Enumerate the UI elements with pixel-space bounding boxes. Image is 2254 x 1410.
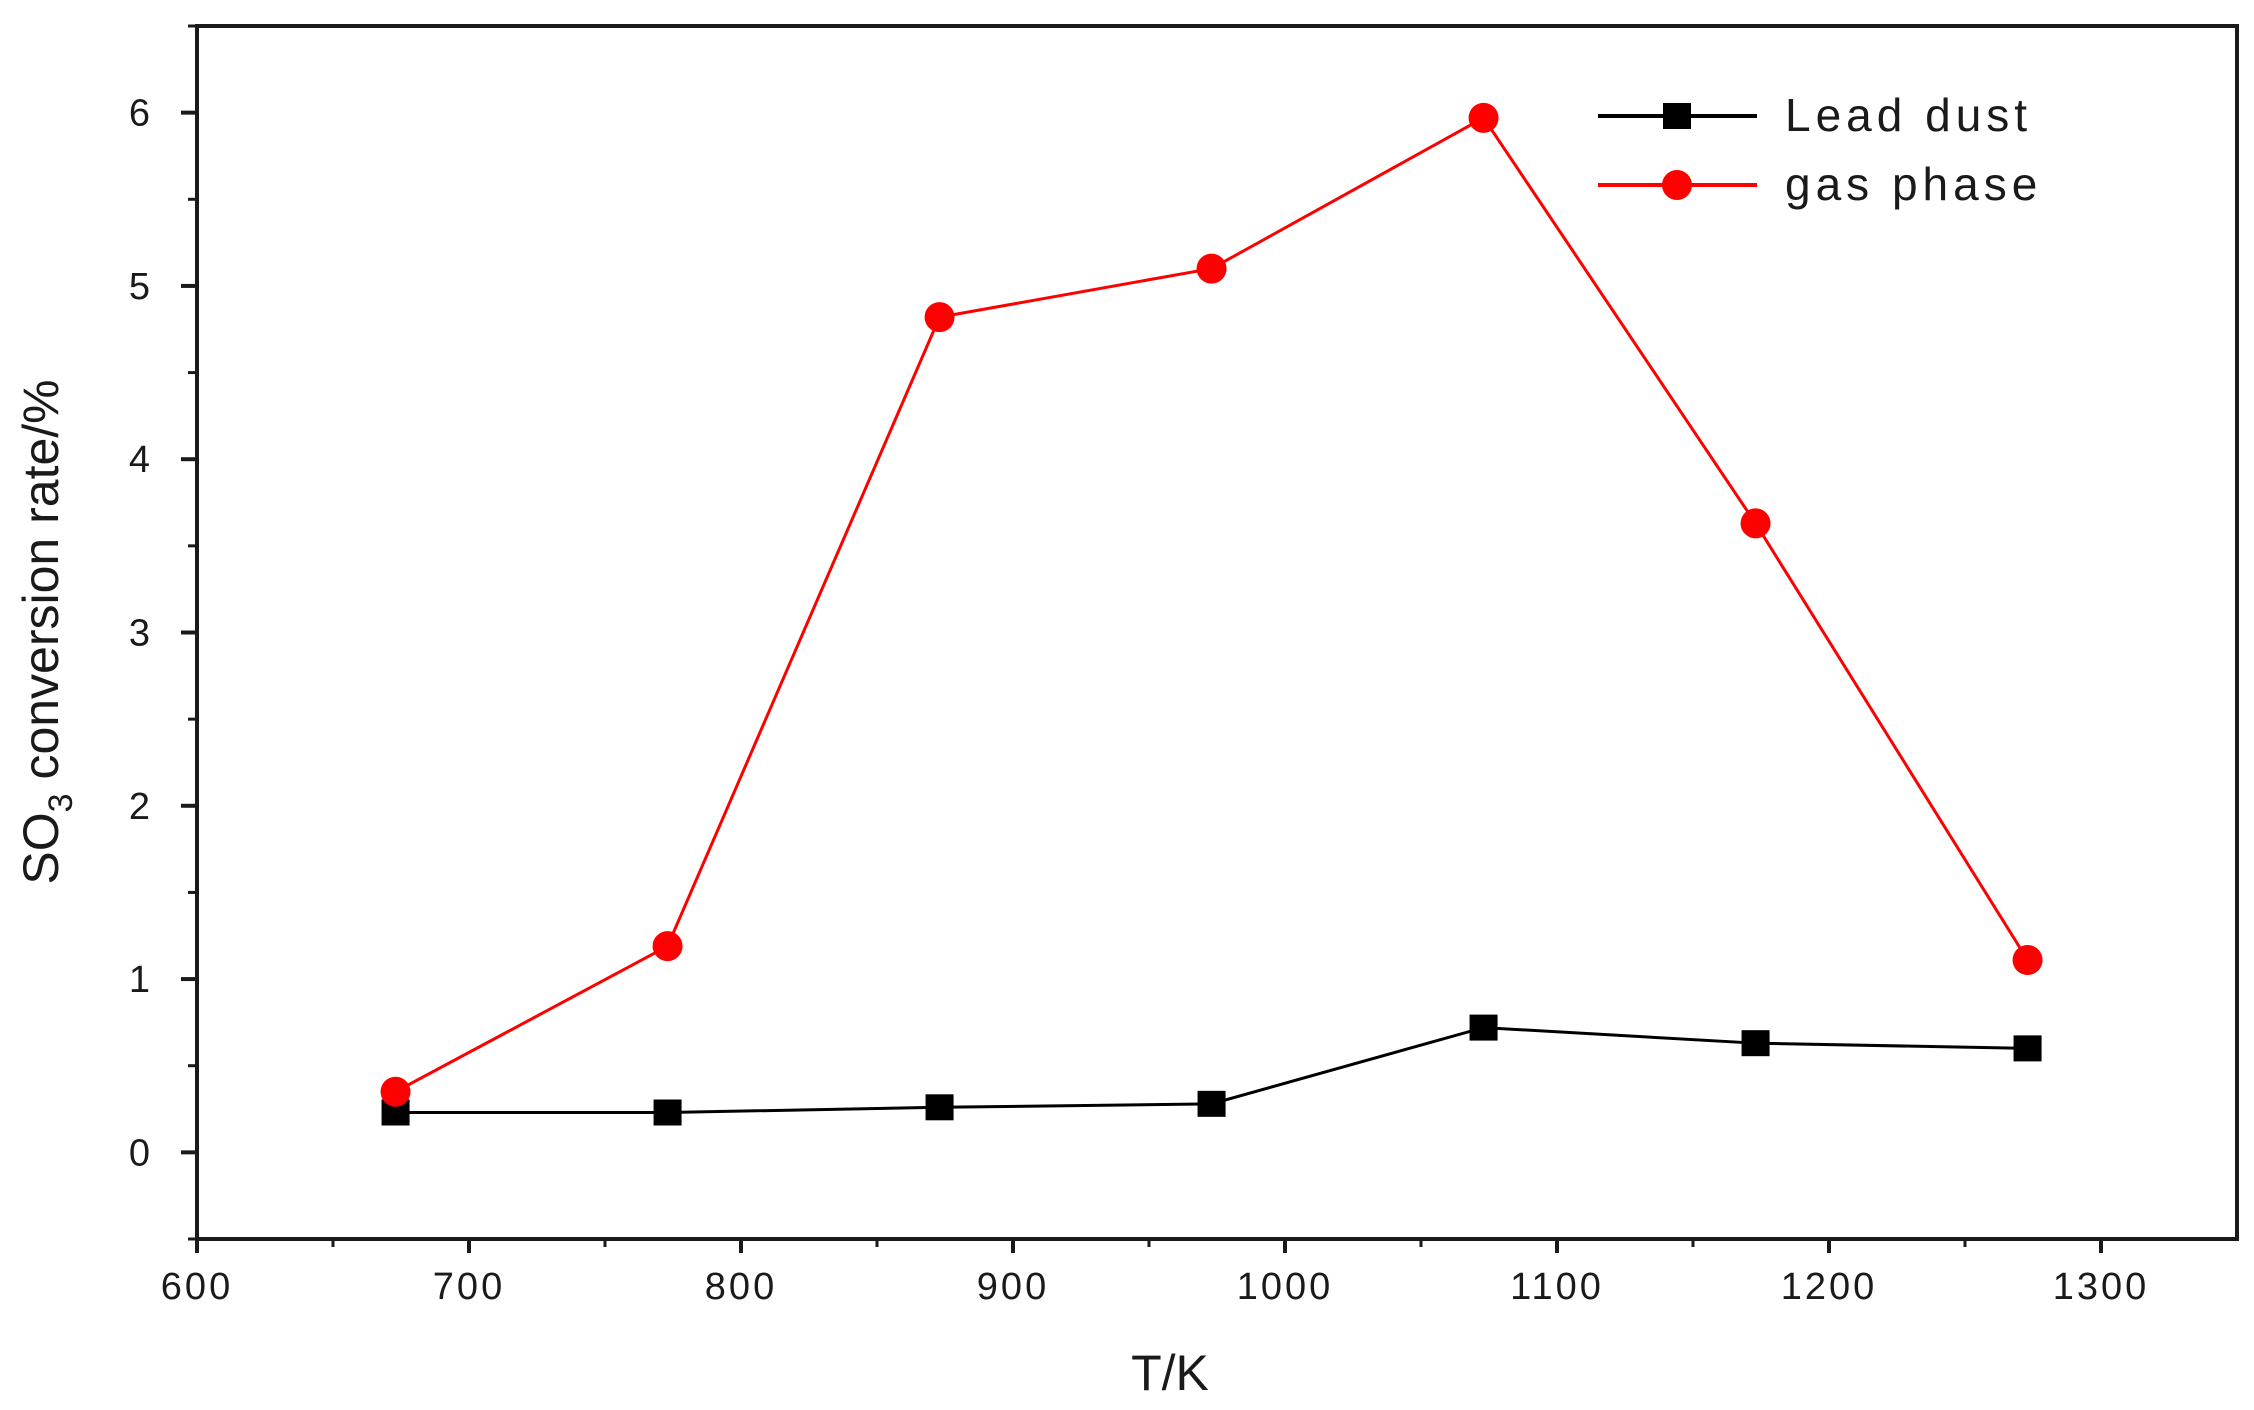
legend-label: gas phase: [1785, 158, 2042, 210]
data-point: [653, 1099, 682, 1126]
y-tick-label: 2: [129, 786, 153, 828]
y-axis-title-subscript: 3: [42, 793, 80, 812]
legend: Lead dust gas phase: [1598, 89, 2042, 210]
y-tick-label: 4: [129, 439, 153, 481]
y-axis-title-main: SO: [13, 812, 69, 884]
y-tick-label: 3: [129, 613, 153, 655]
x-tick-label: 700: [433, 1266, 505, 1308]
y-axis-title: SO3 conversion rate/%: [13, 379, 80, 884]
x-tick-label: 900: [977, 1266, 1049, 1308]
data-point: [925, 1094, 954, 1121]
data-point: [2012, 945, 2043, 976]
y-tick-label: 6: [129, 93, 153, 135]
x-tick-label: 800: [705, 1266, 777, 1308]
data-point: [2013, 1035, 2042, 1062]
series-layer: [380, 102, 2043, 1126]
x-tick-label: 600: [161, 1266, 233, 1308]
data-point: [1740, 508, 1771, 539]
y-axis-ticks: 0 1 2 3 4 5 6: [129, 24, 197, 1241]
legend-marker: [1662, 170, 1692, 200]
legend-label: Lead dust: [1785, 89, 2032, 141]
y-tick-label: 1: [129, 959, 153, 1001]
y-tick-label: 5: [129, 266, 153, 308]
data-point: [1196, 253, 1227, 284]
data-point: [1197, 1090, 1226, 1117]
x-axis-ticks: 600 700 800 900 1000 1100 1200 1300: [161, 1239, 2150, 1308]
x-tick-label: 1100: [1510, 1266, 1604, 1308]
data-point: [1468, 102, 1499, 133]
y-tick-label: 0: [129, 1132, 153, 1174]
y-axis-title-rest: conversion rate/%: [13, 379, 69, 793]
x-axis-title: T/K: [1131, 1345, 1209, 1401]
data-point: [1741, 1030, 1770, 1057]
x-tick-label: 1300: [2053, 1266, 2150, 1308]
data-point: [924, 302, 955, 333]
data-point: [1469, 1014, 1498, 1041]
x-tick-label: 1200: [1781, 1266, 1878, 1308]
legend-marker: [1663, 103, 1691, 129]
x-tick-label: 1000: [1237, 1266, 1334, 1308]
data-point: [380, 1076, 411, 1107]
data-point: [652, 931, 683, 962]
